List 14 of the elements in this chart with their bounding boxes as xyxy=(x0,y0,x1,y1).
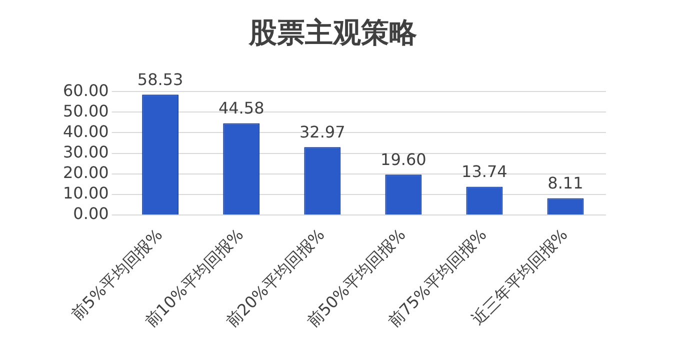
y-tick-label: 30.00 xyxy=(62,142,109,162)
y-tick-label: 60.00 xyxy=(62,80,109,100)
chart-title: 股票主观策略 xyxy=(248,16,417,50)
y-tick-label: 0.00 xyxy=(73,204,109,224)
data-label: 8.11 xyxy=(548,173,584,192)
data-label: 32.97 xyxy=(299,122,346,142)
y-tick-label: 10.00 xyxy=(62,184,109,203)
data-label: 19.60 xyxy=(380,150,426,169)
data-label: 44.58 xyxy=(218,98,264,118)
data-label: 58.53 xyxy=(137,70,184,89)
y-tick-label: 50.00 xyxy=(62,101,109,120)
y-tick-label: 40.00 xyxy=(62,122,109,141)
y-tick-label: 20.00 xyxy=(62,162,109,182)
data-label: 13.74 xyxy=(462,162,508,181)
